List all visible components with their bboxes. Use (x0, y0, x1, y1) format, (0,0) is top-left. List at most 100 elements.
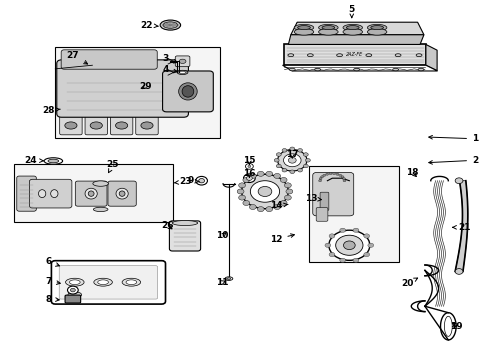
FancyBboxPatch shape (75, 181, 107, 206)
Circle shape (320, 176, 323, 178)
Polygon shape (282, 65, 437, 71)
Text: 28: 28 (42, 105, 60, 114)
Circle shape (282, 149, 286, 152)
Circle shape (343, 241, 354, 249)
Ellipse shape (119, 191, 125, 196)
Circle shape (265, 171, 272, 176)
Circle shape (454, 178, 462, 184)
Circle shape (342, 177, 345, 180)
FancyBboxPatch shape (312, 172, 353, 216)
Ellipse shape (182, 86, 193, 97)
Circle shape (280, 177, 286, 183)
FancyBboxPatch shape (57, 60, 188, 117)
Ellipse shape (93, 181, 108, 186)
Text: 29: 29 (140, 82, 152, 91)
Polygon shape (290, 22, 423, 35)
Circle shape (246, 176, 252, 180)
Circle shape (328, 172, 331, 175)
Ellipse shape (415, 54, 421, 57)
FancyBboxPatch shape (169, 221, 200, 251)
Ellipse shape (94, 278, 112, 286)
Ellipse shape (342, 29, 362, 35)
Ellipse shape (48, 159, 59, 163)
Text: 6: 6 (45, 257, 60, 266)
Ellipse shape (141, 122, 153, 129)
Circle shape (305, 158, 310, 162)
Circle shape (285, 189, 292, 194)
Text: 21: 21 (452, 223, 470, 232)
Text: 7: 7 (45, 276, 60, 285)
Circle shape (289, 170, 294, 174)
Ellipse shape (394, 54, 400, 57)
Circle shape (198, 179, 204, 183)
Ellipse shape (294, 29, 313, 35)
Text: 2AZ-FE: 2AZ-FE (345, 52, 362, 57)
Circle shape (70, 288, 75, 292)
Bar (14, 164, 172, 222)
Circle shape (288, 157, 296, 163)
Ellipse shape (93, 207, 108, 212)
Circle shape (297, 149, 302, 152)
Circle shape (276, 164, 281, 168)
Circle shape (249, 174, 256, 179)
Ellipse shape (178, 83, 197, 100)
Circle shape (289, 147, 294, 150)
Circle shape (243, 201, 249, 206)
Text: 20: 20 (401, 278, 417, 288)
Ellipse shape (115, 122, 127, 129)
Circle shape (367, 243, 373, 247)
Circle shape (274, 158, 279, 162)
Circle shape (284, 195, 291, 200)
Ellipse shape (314, 68, 320, 71)
Ellipse shape (365, 54, 371, 57)
Circle shape (247, 165, 250, 167)
Circle shape (245, 163, 253, 169)
Text: 2: 2 (428, 156, 477, 165)
Ellipse shape (51, 190, 58, 198)
Text: 17: 17 (285, 150, 298, 159)
Circle shape (276, 153, 281, 156)
FancyBboxPatch shape (162, 71, 213, 112)
Ellipse shape (88, 191, 94, 196)
Ellipse shape (122, 278, 141, 286)
Ellipse shape (177, 70, 187, 75)
Circle shape (340, 176, 343, 178)
Text: 23: 23 (174, 177, 192, 186)
FancyBboxPatch shape (175, 56, 189, 67)
Circle shape (258, 186, 271, 197)
Ellipse shape (65, 278, 84, 286)
Circle shape (303, 153, 307, 156)
Ellipse shape (353, 68, 359, 71)
Text: 10: 10 (216, 231, 228, 240)
Circle shape (318, 180, 321, 182)
Text: 9: 9 (187, 176, 199, 185)
Circle shape (237, 189, 244, 194)
Circle shape (352, 228, 358, 233)
FancyBboxPatch shape (17, 176, 36, 211)
Ellipse shape (318, 29, 337, 35)
Circle shape (250, 181, 279, 202)
Ellipse shape (336, 54, 342, 57)
Circle shape (297, 168, 302, 172)
Circle shape (67, 286, 78, 294)
FancyBboxPatch shape (51, 261, 165, 304)
Text: 4: 4 (162, 65, 177, 74)
Circle shape (363, 252, 369, 257)
Circle shape (273, 174, 280, 179)
Text: 12: 12 (269, 234, 294, 244)
Circle shape (243, 177, 249, 183)
Ellipse shape (224, 277, 232, 280)
Ellipse shape (226, 278, 230, 279)
Text: 3: 3 (162, 54, 177, 63)
Text: 13: 13 (305, 194, 321, 203)
Text: 14: 14 (269, 201, 287, 210)
Ellipse shape (90, 122, 102, 129)
Text: 22: 22 (140, 21, 158, 30)
Ellipse shape (65, 122, 77, 129)
Text: 11: 11 (216, 278, 228, 287)
Ellipse shape (322, 26, 334, 30)
Bar (308, 166, 398, 262)
Circle shape (322, 174, 325, 176)
Circle shape (328, 234, 334, 238)
Circle shape (195, 176, 207, 185)
